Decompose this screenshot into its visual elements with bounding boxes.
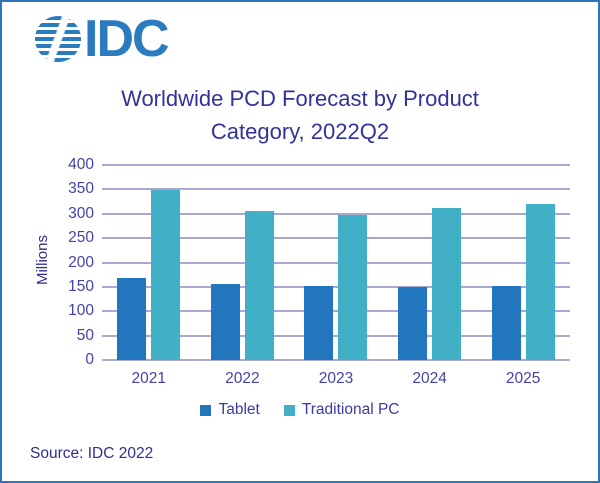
chart-title-text: Worldwide PCD Forecast by Product Catego… [121,86,479,144]
gridline-150 [102,285,570,288]
idc-logo-text: IDC [84,10,170,68]
chart-legend: Tablet Traditional PC [2,401,598,419]
y-tick-200: 200 [68,253,94,271]
legend-item-traditional-pc: Traditional PC [283,401,400,419]
legend-swatch-traditional-pc [283,404,295,416]
bar-tablet-2025 [491,285,521,360]
source-note: Source: IDC 2022 [30,445,154,462]
bar-tablet-2024 [398,286,428,360]
x-tick-2025: 2025 [505,370,541,387]
legend-label-traditional-pc: Traditional PC [301,401,400,418]
y-axis-ticks: 0 50 100 150 200 250 300 350 400 [54,156,94,368]
y-tick-100: 100 [68,302,94,320]
gridline-100 [102,310,570,313]
y-tick-0: 0 [85,351,94,368]
y-tick-300: 300 [68,204,94,222]
bar-traditional-pc-2024 [432,208,462,360]
gridline-250 [102,237,570,240]
bar-group-2022 [196,165,290,360]
idc-globe-icon [35,16,81,62]
plot-area [102,164,570,361]
bar-traditional-pc-2025 [525,203,555,360]
gridline-400 [102,164,570,166]
gridline-200 [102,261,570,264]
bar-tablet-2023 [304,286,334,360]
x-tick-2021: 2021 [131,370,167,387]
x-axis-labels: 2021 2022 2023 2024 2025 [102,370,570,388]
gridline-0 [102,359,570,361]
x-tick-2024: 2024 [412,370,447,387]
legend-label-tablet: Tablet [218,401,260,418]
bar-traditional-pc-2022 [244,211,274,360]
bar-traditional-pc-2023 [338,214,368,360]
gridline-350 [102,188,570,191]
bar-tablet-2021 [117,278,147,360]
y-tick-150: 150 [68,277,94,295]
bar-group-2023 [289,165,383,360]
y-tick-350: 350 [68,180,94,198]
chart-title: Worldwide PCD Forecast by Product Catego… [2,82,598,148]
gridline-300 [102,212,570,215]
legend-swatch-tablet [200,404,212,416]
gridline-50 [102,334,570,337]
bar-group-2024 [383,165,477,360]
bar-traditional-pc-2021 [151,189,181,360]
y-tick-400: 400 [68,156,94,173]
bar-tablet-2022 [210,283,240,360]
bar-groups [102,165,570,360]
y-tick-250: 250 [68,229,94,247]
bar-group-2021 [102,165,196,360]
bar-group-2025 [476,165,570,360]
legend-item-tablet: Tablet [200,401,260,419]
x-tick-2022: 2022 [225,370,260,387]
idc-logo: IDC [35,10,170,68]
y-tick-50: 50 [76,326,94,344]
x-tick-2023: 2023 [318,370,354,387]
y-axis-label: Millions [34,235,51,286]
